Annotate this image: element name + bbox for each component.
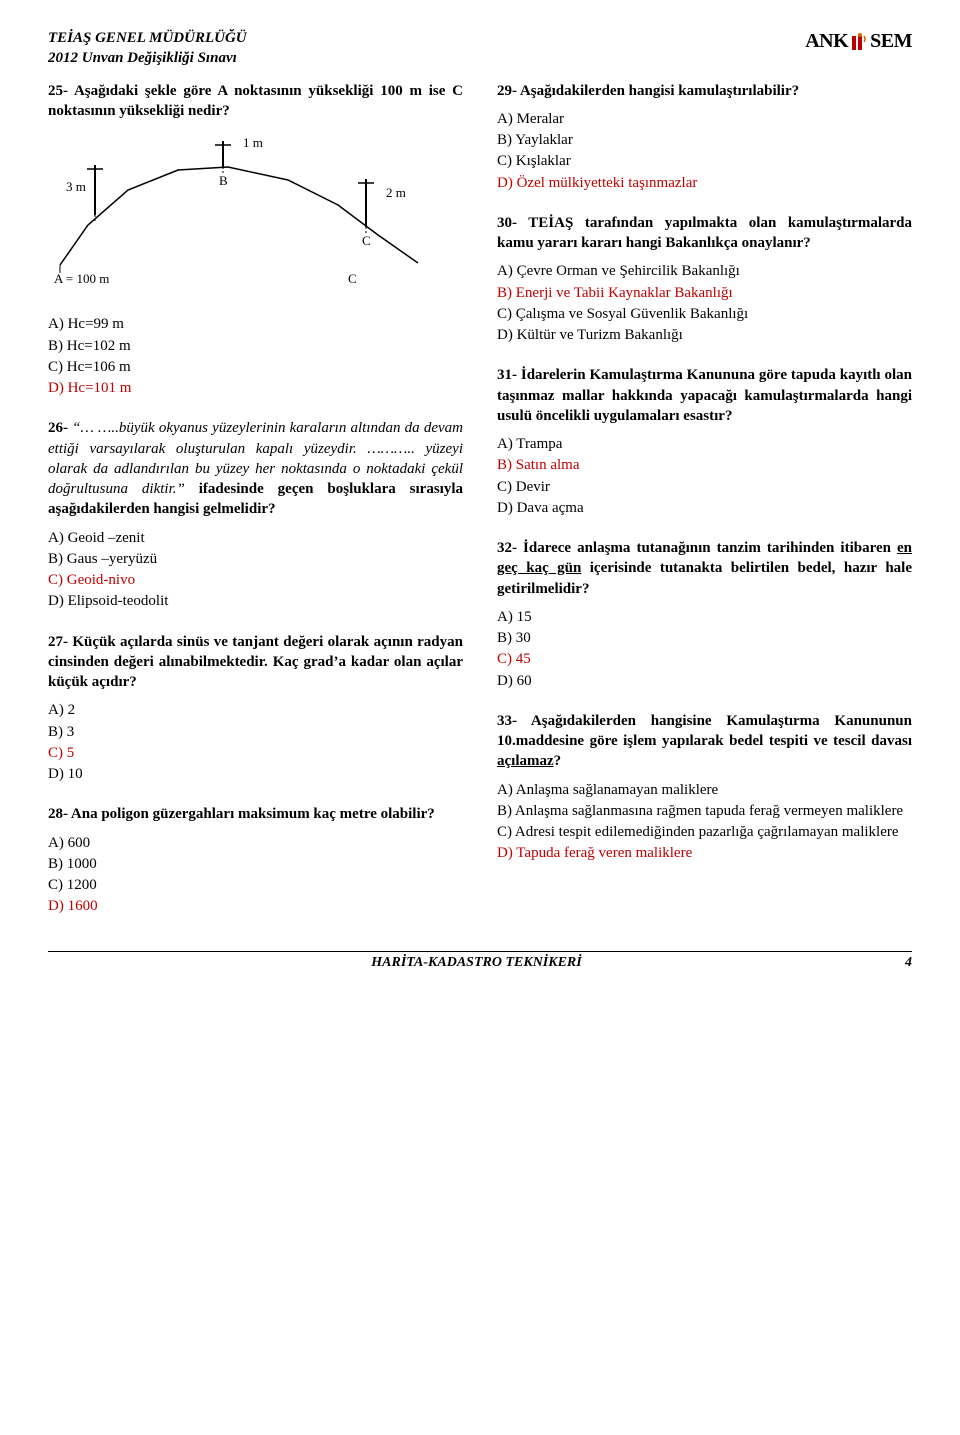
q30-a: A) Çevre Orman ve Şehircilik Bakanlığı [497,261,912,281]
q28-options: A) 600 B) 1000 C) 1200 D) 1600 [48,833,463,917]
q32-prefix: 32- İdarece anlaşma tutanağının tanzim t… [497,540,897,556]
brand-logo: ANK SEM [805,28,912,55]
q30-options: A) Çevre Orman ve Şehircilik Bakanlığı B… [497,261,912,345]
exam-page: TEİAŞ GENEL MÜDÜRLÜĞÜ 2012 Unvan Değişik… [0,0,960,996]
svg-text:1 m: 1 m [243,135,263,150]
q25-stem: 25- Aşağıdaki şekle göre A noktasının yü… [48,81,463,122]
question-27: 27- Küçük açılarda sinüs ve tanjant değe… [48,632,463,785]
svg-text:C: C [362,233,371,248]
svg-text:C: C [348,271,357,286]
q29-options: A) Meralar B) Yaylaklar C) Kışlaklar D) … [497,109,912,193]
q32-stem: 32- İdarece anlaşma tutanağının tanzim t… [497,538,912,599]
question-29: 29- Aşağıdakilerden hangisi kamulaştırıl… [497,81,912,193]
q28-b: B) 1000 [48,854,463,874]
q27-c: C) 5 [48,743,463,763]
header-line1: TEİAŞ GENEL MÜDÜRLÜĞÜ [48,28,247,48]
q27-b: B) 3 [48,722,463,742]
q26-a: A) Geoid –zenit [48,528,463,548]
q33-suffix: ? [554,753,562,769]
q28-stem: 28- Ana poligon güzergahları maksimum ka… [48,804,463,824]
q29-b: B) Yaylaklar [497,130,912,150]
q32-d: D) 60 [497,671,912,691]
svg-text:2 m: 2 m [386,185,406,200]
q25-figure: 3 m 1 m B 2 m C A = 100 m C [48,135,463,296]
q31-options: A) Trampa B) Satın alma C) Devir D) Dava… [497,434,912,518]
logo-columns-icon [850,31,868,53]
q26-prefix: 26- [48,420,72,436]
q29-a: A) Meralar [497,109,912,129]
q26-b: B) Gaus –yeryüzü [48,549,463,569]
q26-options: A) Geoid –zenit B) Gaus –yeryüzü C) Geoi… [48,528,463,612]
q32-c: C) 45 [497,649,912,669]
header-line2: 2012 Unvan Değişikliği Sınavı [48,48,247,68]
q26-d: D) Elipsoid-teodolit [48,591,463,611]
header-left: TEİAŞ GENEL MÜDÜRLÜĞÜ 2012 Unvan Değişik… [48,28,247,69]
q30-b: B) Enerji ve Tabii Kaynaklar Bakanlığı [497,283,912,303]
page-footer: HARİTA-KADASTRO TEKNİKERİ 4 [48,951,912,973]
q25-a: A) Hc=99 m [48,314,463,334]
q33-stem: 33- Aşağıdakilerden hangisine Kamulaştır… [497,711,912,772]
q30-stem: 30- TEİAŞ tarafından yapılmakta olan kam… [497,213,912,254]
q31-d: D) Dava açma [497,498,912,518]
q33-b: B) Anlaşma sağlanmasına rağmen tapuda fe… [497,801,912,821]
q33-a: A) Anlaşma sağlanamayan maliklere [497,780,912,800]
question-25: 25- Aşağıdaki şekle göre A noktasının yü… [48,81,463,399]
q29-c: C) Kışlaklar [497,151,912,171]
left-column: 25- Aşağıdaki şekle göre A noktasının yü… [48,81,463,937]
q25-c: C) Hc=106 m [48,357,463,377]
question-33: 33- Aşağıdakilerden hangisine Kamulaştır… [497,711,912,864]
q33-prefix: 33- Aşağıdakilerden hangisine Kamulaştır… [497,713,912,749]
page-header: TEİAŞ GENEL MÜDÜRLÜĞÜ 2012 Unvan Değişik… [48,28,912,69]
q33-d: D) Tapuda ferağ veren maliklere [497,843,912,863]
q27-d: D) 10 [48,764,463,784]
question-31: 31- İdarelerin Kamulaştırma Kanununa gör… [497,365,912,518]
svg-text:3 m: 3 m [66,179,86,194]
q27-a: A) 2 [48,700,463,720]
q30-d: D) Kültür ve Turizm Bakanlığı [497,325,912,345]
q32-options: A) 15 B) 30 C) 45 D) 60 [497,607,912,691]
question-30: 30- TEİAŞ tarafından yapılmakta olan kam… [497,213,912,346]
q25-options: A) Hc=99 m B) Hc=102 m C) Hc=106 m D) Hc… [48,314,463,398]
q31-a: A) Trampa [497,434,912,454]
q29-stem: 29- Aşağıdakilerden hangisi kamulaştırıl… [497,81,912,101]
q28-a: A) 600 [48,833,463,853]
logo-text-2: SEM [870,28,912,55]
q31-c: C) Devir [497,477,912,497]
q25-d: D) Hc=101 m [48,378,463,398]
q33-options: A) Anlaşma sağlanamayan maliklere B) Anl… [497,780,912,864]
q28-c: C) 1200 [48,875,463,895]
right-column: 29- Aşağıdakilerden hangisi kamulaştırıl… [497,81,912,937]
q26-stem: 26- “… …..büyük okyanus yüzeylerinin kar… [48,418,463,519]
q28-d: D) 1600 [48,896,463,916]
svg-text:A = 100 m: A = 100 m [54,271,109,286]
question-32: 32- İdarece anlaşma tutanağının tanzim t… [497,538,912,691]
two-column-body: 25- Aşağıdaki şekle göre A noktasının yü… [48,81,912,937]
q32-a: A) 15 [497,607,912,627]
q30-c: C) Çalışma ve Sosyal Güvenlik Bakanlığı [497,304,912,324]
footer-page-number: 4 [905,954,912,973]
q27-stem: 27- Küçük açılarda sinüs ve tanjant değe… [48,632,463,693]
q31-b: B) Satın alma [497,455,912,475]
q33-c: C) Adresi tespit edilemediğinden pazarlı… [497,822,912,842]
question-26: 26- “… …..büyük okyanus yüzeylerinin kar… [48,418,463,611]
footer-title: HARİTA-KADASTRO TEKNİKERİ [371,954,581,973]
q29-d: D) Özel mülkiyetteki taşınmazlar [497,173,912,193]
q32-b: B) 30 [497,628,912,648]
question-28: 28- Ana poligon güzergahları maksimum ka… [48,804,463,916]
q26-c: C) Geoid-nivo [48,570,463,590]
q33-under: açılamaz [497,753,554,769]
svg-text:B: B [219,173,228,188]
logo-text-1: ANK [805,28,848,55]
q31-stem: 31- İdarelerin Kamulaştırma Kanununa gör… [497,365,912,426]
q27-options: A) 2 B) 3 C) 5 D) 10 [48,700,463,784]
q25-b: B) Hc=102 m [48,336,463,356]
